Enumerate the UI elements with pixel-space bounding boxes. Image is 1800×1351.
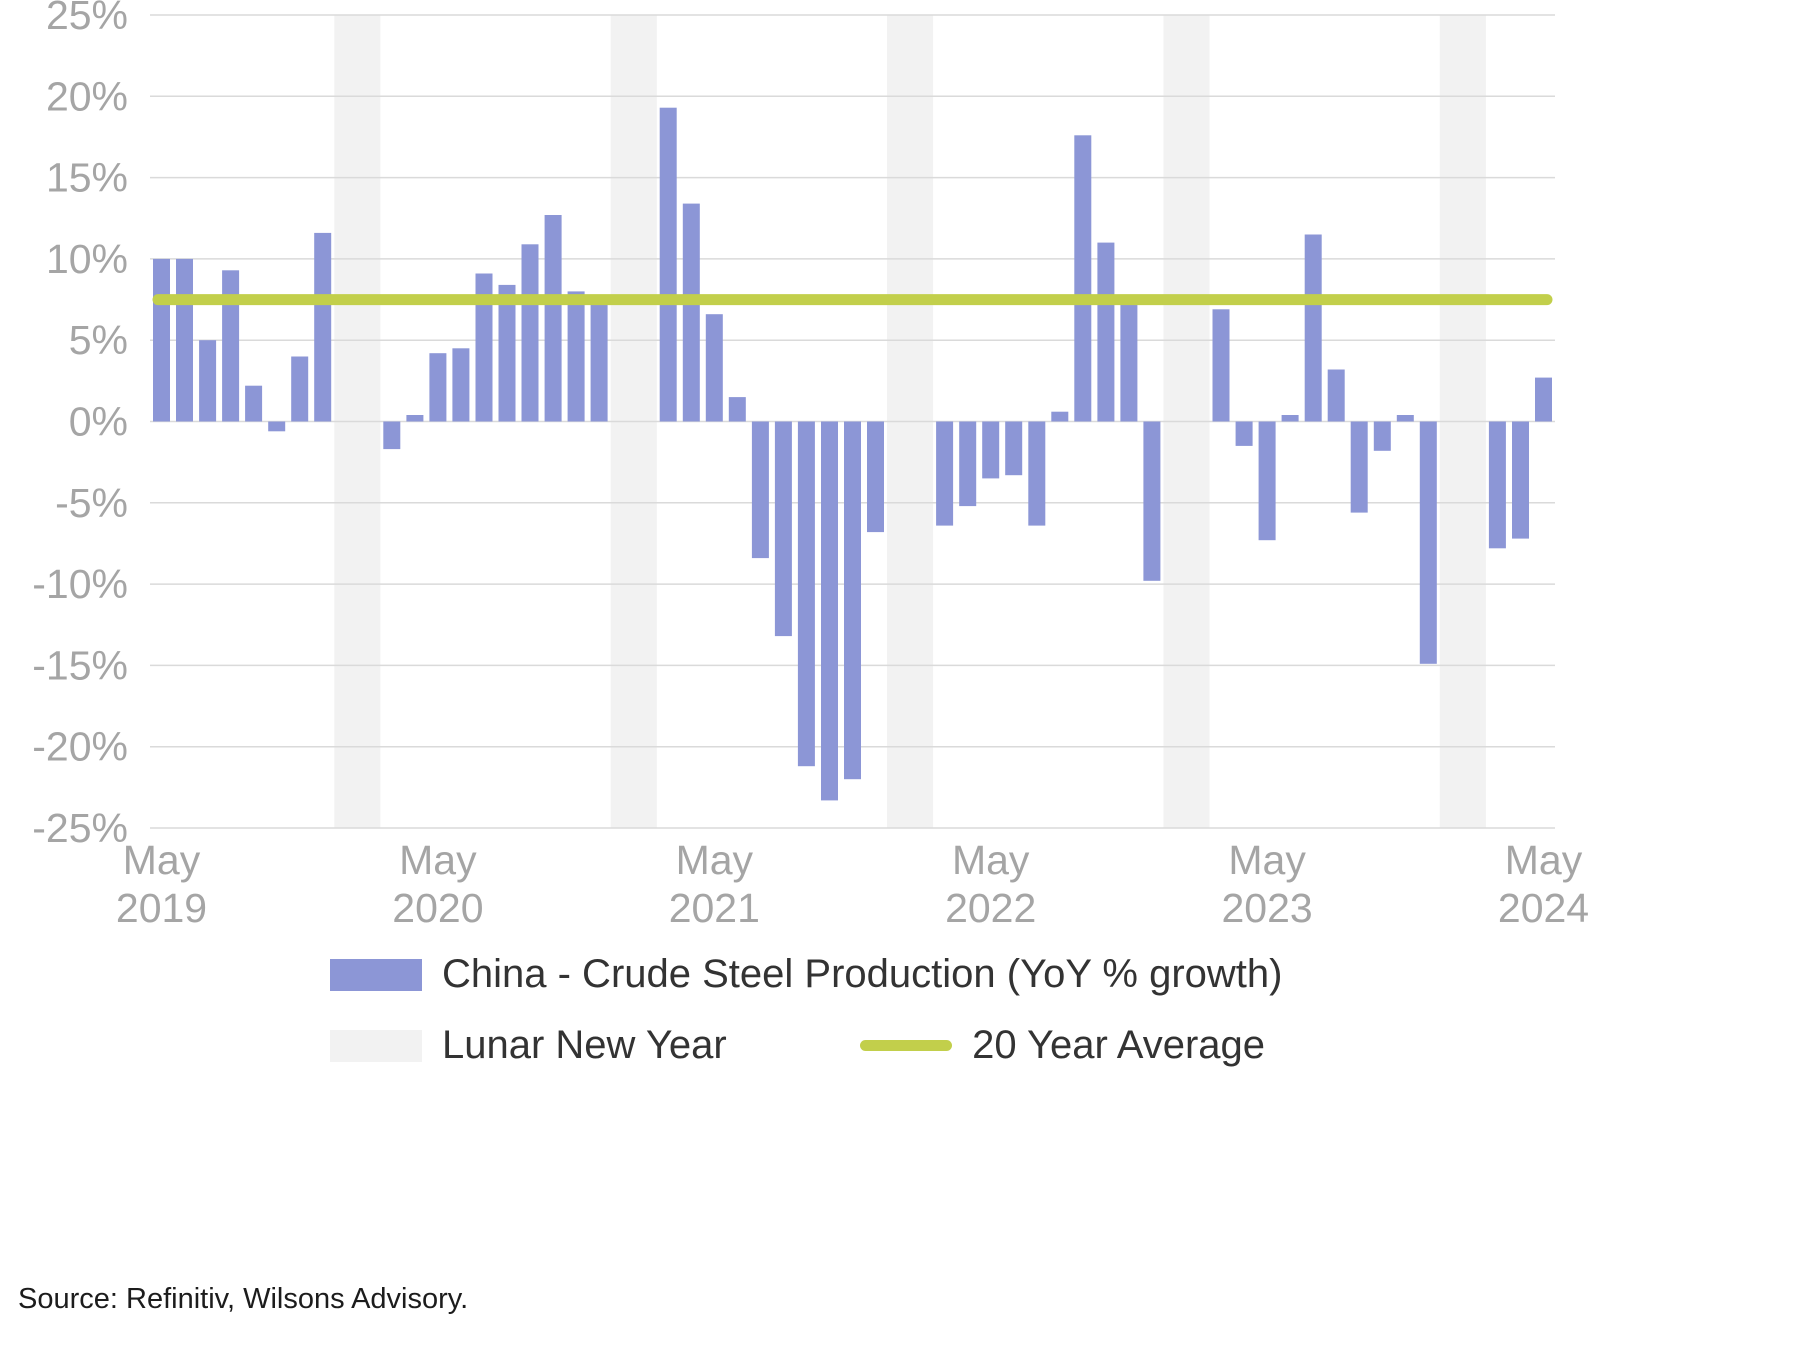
production-bar: Jul 2021: -8.4% [751, 421, 769, 559]
y-axis-label: 25% [46, 0, 128, 38]
production-bar: Jul 2022: -6.4% [1028, 421, 1046, 526]
production-bar: Mar 2022: -6.4% [936, 421, 954, 526]
y-axis-label: 5% [69, 317, 128, 363]
production-bar: Apr 2021: 13.4% [682, 203, 700, 422]
production-bar: Apr 2020: 0.4% [406, 415, 424, 422]
production-bar: Jun 2020: 4.5% [452, 348, 470, 422]
legend-item-lunar: Lunar New Year [330, 1023, 727, 1068]
production-bar: Oct 2019: -0.6% [268, 421, 286, 432]
production-bar: Jun 2021: 1.5% [728, 397, 746, 422]
production-bar: Mar 2020: -1.7% [383, 421, 401, 450]
production-bar: Jun 2023: 0.4% [1281, 415, 1299, 422]
production-bar: Jul 2020: 9.1% [475, 273, 493, 422]
production-bar: Oct 2022: 11% [1097, 242, 1115, 422]
production-bar: Dec 2022: -9.8% [1143, 421, 1161, 581]
series-legend-label: China - Crude Steel Production (YoY % gr… [442, 952, 1283, 996]
production-bar: Sep 2019: 2.2% [245, 385, 263, 422]
production-bar: Dec 2019: 11.6% [314, 232, 332, 422]
legend-row-secondary: Lunar New Year 20 Year Average [330, 1023, 1265, 1068]
lunar-legend-label: Lunar New Year [442, 1023, 727, 1067]
production-bar: Nov 2023: 0.4% [1396, 415, 1414, 422]
x-axis-label: May [1505, 837, 1583, 883]
x-axis-label: May [952, 837, 1030, 883]
x-axis-year-label: 2021 [669, 885, 760, 931]
legend-item-average: 20 Year Average [860, 1023, 1265, 1068]
production-bar: Oct 2021: -23.3% [821, 421, 838, 801]
x-axis-label: May [123, 837, 201, 883]
production-bar: Apr 2022: -5.2% [959, 421, 977, 507]
production-bar: Mar 2023: 6.9% [1212, 309, 1230, 422]
legend-row-series: China - Crude Steel Production (YoY % gr… [330, 952, 1282, 997]
production-bar: Oct 2023: -1.8% [1373, 421, 1391, 451]
steel-production-chart: 25%20%15%10%5%0%-5%-10%-15%-20%-25%May 2… [32, 0, 1589, 931]
production-bar: May 2022: -3.5% [982, 421, 1000, 479]
chart-legend: China - Crude Steel Production (YoY % gr… [330, 952, 1282, 1068]
production-bar: Aug 2023: 3.2% [1327, 369, 1345, 422]
x-axis-year-label: 2020 [392, 885, 483, 931]
production-bar: Aug 2019: 9.3% [222, 270, 240, 422]
production-bar: Nov 2021: -22% [844, 421, 861, 780]
average-legend-label: 20 Year Average [972, 1023, 1265, 1067]
production-bar: Apr 2023: -1.5% [1235, 421, 1253, 446]
avg-swatch [860, 1040, 953, 1051]
production-bar: May 2023: -7.3% [1258, 421, 1276, 541]
x-axis-label: May [676, 837, 754, 883]
production-bar: Sep 2020: 10.9% [521, 244, 539, 422]
y-axis-label: 15% [46, 155, 128, 201]
lny-swatch [330, 1029, 422, 1062]
y-axis-label: 0% [69, 399, 128, 445]
x-axis-label: May [1228, 837, 1306, 883]
production-bar: Sep 2021: -21.2% [797, 421, 815, 767]
x-axis-year-label: 2024 [1498, 885, 1589, 931]
production-bar: Apr 2024: -7.2% [1512, 421, 1529, 539]
production-bar: Nov 2022: 7.3% [1120, 302, 1138, 422]
x-axis-label: May [399, 837, 477, 883]
x-axis-year-label: 2022 [945, 885, 1036, 931]
production-bar: Mar 2021: 19.3% [659, 107, 677, 422]
production-bar: Sep 2022: 17.6% [1074, 135, 1092, 422]
production-bar: Dec 2021: -6.8% [867, 421, 884, 533]
production-bar: Dec 2020: 7.3% [590, 302, 608, 422]
production-bar: Oct 2020: 12.7% [544, 215, 562, 422]
production-bar: Jul 2023: 11.5% [1304, 234, 1322, 422]
production-bar: Nov 2019: 4% [291, 356, 309, 422]
y-axis-label: 10% [46, 236, 128, 282]
production-bar: Mar 2024: -7.8% [1488, 421, 1506, 549]
y-axis-label: -15% [32, 642, 128, 688]
production-bar: May 2024: 2.7% [1535, 377, 1552, 422]
y-axis-label: -25% [32, 805, 128, 851]
y-axis-label: -10% [32, 561, 128, 607]
x-axis-year-label: 2019 [116, 885, 207, 931]
production-bar: May 2021: 6.6% [705, 314, 723, 422]
production-bar: Aug 2021: -13.2% [774, 421, 792, 637]
production-bar: May 2019: 10% [153, 258, 170, 422]
production-bar: Aug 2022: 0.6% [1051, 411, 1069, 422]
production-bar: Jul 2019: 5% [199, 340, 217, 422]
production-bar: Jun 2022: -3.3% [1005, 421, 1023, 476]
x-axis-year-label: 2023 [1221, 885, 1312, 931]
production-bar: Sep 2023: -5.6% [1350, 421, 1368, 513]
y-axis-label: -5% [55, 480, 128, 526]
production-bar: Aug 2020: 8.4% [498, 284, 516, 422]
production-bar: Nov 2020: 8% [567, 291, 585, 422]
production-bar: May 2020: 4.2% [429, 353, 447, 422]
source-note: Source: Refinitiv, Wilsons Advisory. [18, 1283, 469, 1315]
series-swatch [330, 958, 422, 991]
y-axis-label: -20% [32, 724, 128, 770]
production-bar: Jun 2019: 10% [176, 258, 193, 422]
y-axis-label: 20% [46, 73, 128, 119]
production-bar: Dec 2023: -14.9% [1419, 421, 1437, 664]
